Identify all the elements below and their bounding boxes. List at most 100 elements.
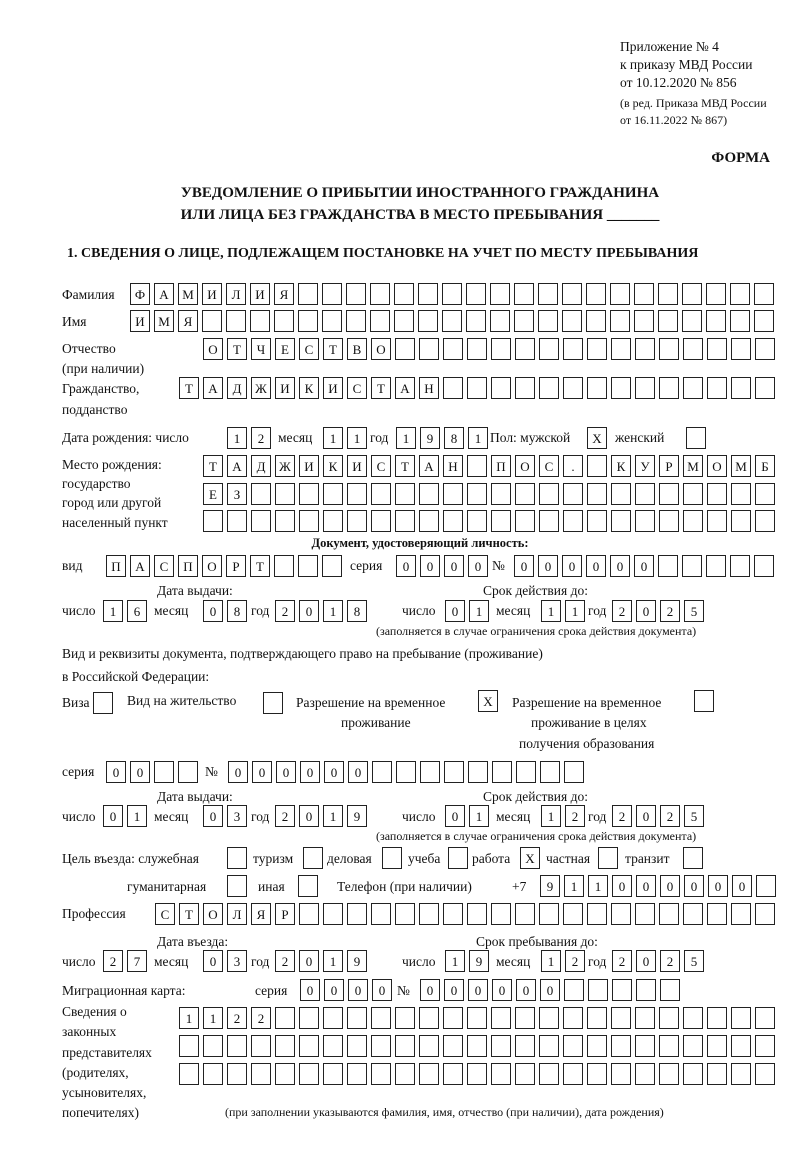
char-cell[interactable]: 0 [324,979,344,1001]
char-cell[interactable] [731,1063,751,1085]
char-cell[interactable] [635,510,655,532]
char-cell[interactable] [347,1035,367,1057]
char-cell[interactable] [515,903,535,925]
char-cell[interactable]: Е [203,483,223,505]
char-cell[interactable]: Ф [130,283,150,305]
char-cell[interactable] [515,338,535,360]
char-cell[interactable]: И [130,310,150,332]
char-cell[interactable] [467,1007,487,1029]
char-cell[interactable] [448,847,468,869]
char-cell[interactable] [563,1007,583,1029]
char-cell[interactable] [466,283,486,305]
char-cell[interactable] [370,310,390,332]
char-cell[interactable]: 0 [420,555,440,577]
char-cell[interactable]: О [707,455,727,477]
char-cell[interactable] [539,377,559,399]
char-cell[interactable] [382,847,402,869]
char-cell[interactable] [611,483,631,505]
char-cell[interactable]: 2 [251,427,271,449]
char-cell[interactable] [588,979,608,1001]
residence-checkbox[interactable] [263,692,283,714]
char-cell[interactable]: 0 [468,555,488,577]
char-cell[interactable]: 0 [203,600,223,622]
char-cell[interactable] [598,847,618,869]
char-cell[interactable] [707,903,727,925]
char-cell[interactable]: 0 [660,875,680,897]
char-cell[interactable] [395,338,415,360]
char-cell[interactable]: С [539,455,559,477]
char-cell[interactable] [731,483,751,505]
char-cell[interactable] [395,903,415,925]
char-cell[interactable]: 0 [396,555,416,577]
char-cell[interactable]: 9 [347,950,367,972]
char-cell[interactable] [658,555,678,577]
char-cell[interactable] [395,510,415,532]
char-cell[interactable] [394,283,414,305]
char-cell[interactable] [564,979,584,1001]
char-cell[interactable] [275,483,295,505]
char-cell[interactable] [491,903,511,925]
char-cell[interactable]: 7 [127,950,147,972]
purpose-humanitarian-checkbox[interactable] [227,875,247,897]
char-cell[interactable] [347,483,367,505]
char-cell[interactable]: 9 [420,427,440,449]
char-cell[interactable] [707,1035,727,1057]
char-cell[interactable] [202,310,222,332]
char-cell[interactable] [635,1035,655,1057]
char-cell[interactable] [683,1063,703,1085]
char-cell[interactable]: В [347,338,367,360]
char-cell[interactable] [659,483,679,505]
char-cell[interactable] [755,377,775,399]
char-cell[interactable] [659,903,679,925]
char-cell[interactable] [755,903,775,925]
char-cell[interactable] [611,1007,631,1029]
char-cell[interactable] [443,338,463,360]
char-cell[interactable]: Е [275,338,295,360]
char-cell[interactable]: 0 [612,875,632,897]
char-cell[interactable] [658,283,678,305]
char-cell[interactable]: А [227,455,247,477]
char-cell[interactable]: 1 [468,427,488,449]
purpose-work-checkbox[interactable]: X [520,847,540,869]
char-cell[interactable] [467,455,487,477]
char-cell[interactable] [731,1007,751,1029]
char-cell[interactable] [515,377,535,399]
char-cell[interactable]: 6 [127,600,147,622]
char-cell[interactable]: Д [227,377,247,399]
purpose-transit-checkbox[interactable] [683,847,703,869]
trp-checkbox[interactable]: X [478,690,498,712]
char-cell[interactable] [683,483,703,505]
char-cell[interactable] [395,483,415,505]
char-cell[interactable] [707,1063,727,1085]
char-cell[interactable] [418,310,438,332]
char-cell[interactable]: 1 [103,600,123,622]
char-cell[interactable]: 0 [444,979,464,1001]
char-cell[interactable]: 3 [227,950,247,972]
char-cell[interactable]: 0 [538,555,558,577]
char-cell[interactable] [443,1007,463,1029]
char-cell[interactable] [731,1035,751,1057]
char-cell[interactable]: 0 [300,761,320,783]
char-cell[interactable] [347,1063,367,1085]
char-cell[interactable]: 1 [396,427,416,449]
char-cell[interactable] [562,310,582,332]
char-cell[interactable]: 9 [469,950,489,972]
char-cell[interactable] [444,761,464,783]
char-cell[interactable] [154,761,174,783]
char-cell[interactable] [323,1035,343,1057]
char-cell[interactable] [346,310,366,332]
char-cell[interactable]: X [520,847,540,869]
char-cell[interactable]: 1 [541,950,561,972]
char-cell[interactable]: Ж [275,455,295,477]
char-cell[interactable] [611,1035,631,1057]
char-cell[interactable] [443,483,463,505]
